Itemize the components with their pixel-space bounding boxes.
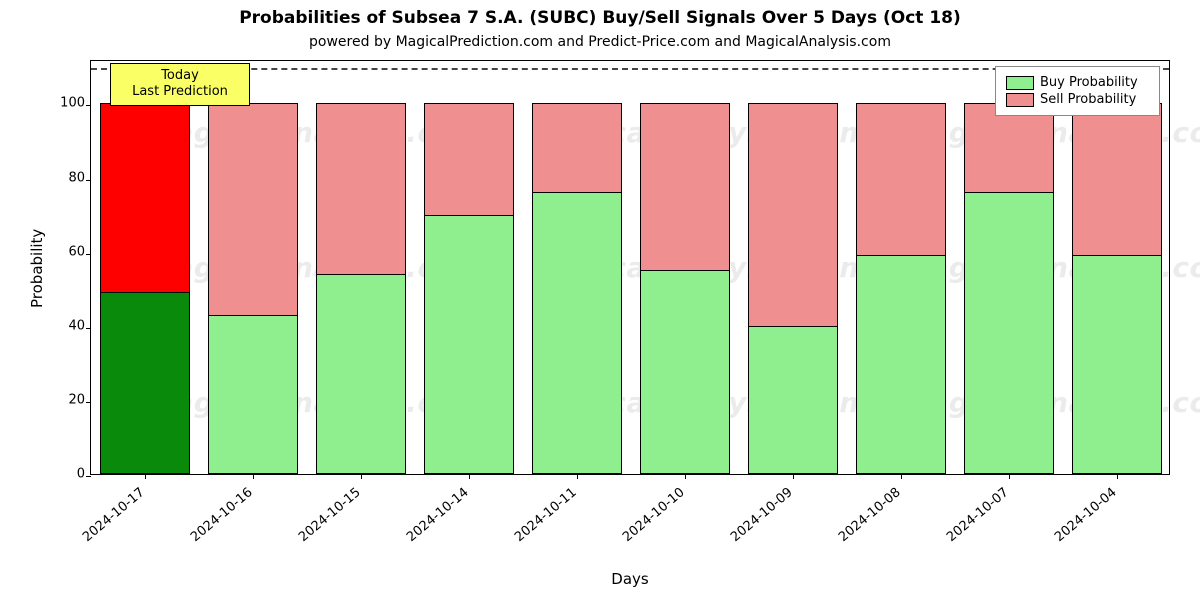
bar-group	[748, 103, 839, 474]
bar-group	[424, 103, 515, 474]
bar-group	[208, 103, 299, 474]
today-annotation-line1: Today	[161, 68, 199, 83]
chart-subtitle: powered by MagicalPrediction.com and Pre…	[0, 34, 1200, 50]
y-axis-label: Probability	[28, 228, 46, 307]
legend-swatch-buy	[1006, 76, 1034, 90]
buy-bar	[748, 326, 839, 474]
buy-bar	[964, 192, 1055, 474]
sell-bar	[1072, 103, 1163, 255]
bar-group	[1072, 103, 1163, 474]
y-tick-label: 20	[68, 392, 91, 407]
sell-bar	[856, 103, 947, 255]
legend: Buy Probability Sell Probability	[995, 66, 1160, 116]
bar-group	[316, 103, 407, 474]
x-tick-mark	[253, 474, 254, 479]
chart-container: Probabilities of Subsea 7 S.A. (SUBC) Bu…	[0, 0, 1200, 600]
x-tick-mark	[1009, 474, 1010, 479]
sell-bar	[316, 103, 407, 273]
sell-bar	[424, 103, 515, 214]
buy-bar	[316, 274, 407, 474]
sell-bar	[964, 103, 1055, 192]
sell-bar	[640, 103, 731, 270]
bar-group	[640, 103, 731, 474]
legend-label-sell: Sell Probability	[1040, 92, 1136, 107]
x-tick-mark	[1117, 474, 1118, 479]
x-tick-mark	[793, 474, 794, 479]
legend-swatch-sell	[1006, 93, 1034, 107]
y-tick-label: 60	[68, 244, 91, 259]
x-tick-mark	[901, 474, 902, 479]
sell-bar	[208, 103, 299, 314]
plot-area: MagicalAnalysis.comMagicalAnalysis.comMa…	[90, 60, 1170, 475]
today-annotation-line2: Last Prediction	[132, 84, 228, 99]
x-tick-mark	[469, 474, 470, 479]
x-tick-mark	[685, 474, 686, 479]
y-tick-label: 0	[77, 467, 91, 482]
legend-item-buy: Buy Probability	[1006, 75, 1149, 90]
bar-group	[964, 103, 1055, 474]
buy-bar	[640, 270, 731, 474]
y-tick-label: 40	[68, 318, 91, 333]
bar-group	[856, 103, 947, 474]
buy-bar	[100, 292, 191, 474]
legend-label-buy: Buy Probability	[1040, 75, 1138, 90]
sell-bar	[748, 103, 839, 325]
bar-group	[532, 103, 623, 474]
today-annotation: Today Last Prediction	[110, 63, 250, 106]
x-axis-label: Days	[90, 570, 1170, 588]
x-tick-mark	[145, 474, 146, 479]
x-tick-mark	[577, 474, 578, 479]
y-tick-label: 80	[68, 170, 91, 185]
y-tick-label: 100	[60, 96, 91, 111]
legend-item-sell: Sell Probability	[1006, 92, 1149, 107]
buy-bar	[856, 255, 947, 474]
chart-title: Probabilities of Subsea 7 S.A. (SUBC) Bu…	[0, 8, 1200, 28]
buy-bar	[532, 192, 623, 474]
x-tick-mark	[361, 474, 362, 479]
bar-group	[100, 103, 191, 474]
buy-bar	[424, 215, 515, 474]
sell-bar	[532, 103, 623, 192]
buy-bar	[1072, 255, 1163, 474]
sell-bar	[100, 103, 191, 292]
buy-bar	[208, 315, 299, 474]
